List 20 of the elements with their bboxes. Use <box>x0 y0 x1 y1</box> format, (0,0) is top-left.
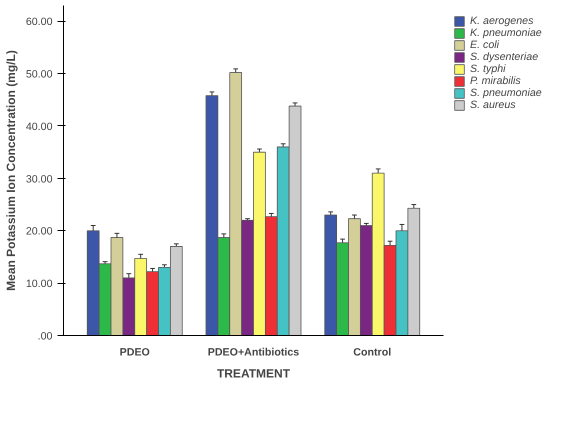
y-tick-label: 60.00 <box>26 16 53 28</box>
legend-label: E. coli <box>470 39 500 51</box>
legend-label: K. pneumoniae <box>470 27 542 39</box>
legend-label: S. typhi <box>470 63 506 75</box>
legend-label: S. aureus <box>470 99 516 111</box>
y-tick-label: 40.00 <box>26 120 53 133</box>
legend-label: S. pneumoniae <box>470 87 542 99</box>
y-tick-label: 20.00 <box>26 226 53 238</box>
y-tick-label: 10.00 <box>26 278 53 290</box>
legend-label: K. aerogenes <box>470 15 534 27</box>
x-tick-label: Control <box>353 346 392 358</box>
legend-label: S. dysenteriae <box>470 51 538 63</box>
y-axis-title: Mean Potassium Ion Concentration (mg/L) <box>4 50 18 291</box>
y-tick-label: .00 <box>38 330 53 342</box>
x-tick-label: PDEO <box>120 346 150 358</box>
x-axis-title: TREATMENT <box>216 366 291 380</box>
y-tick-label: 30.00 <box>26 173 53 186</box>
legend-label: P. mirabilis <box>470 75 521 87</box>
y-tick-label: 50.00 <box>26 68 53 81</box>
x-tick-label: PDEO+Antibiotics <box>208 346 300 358</box>
